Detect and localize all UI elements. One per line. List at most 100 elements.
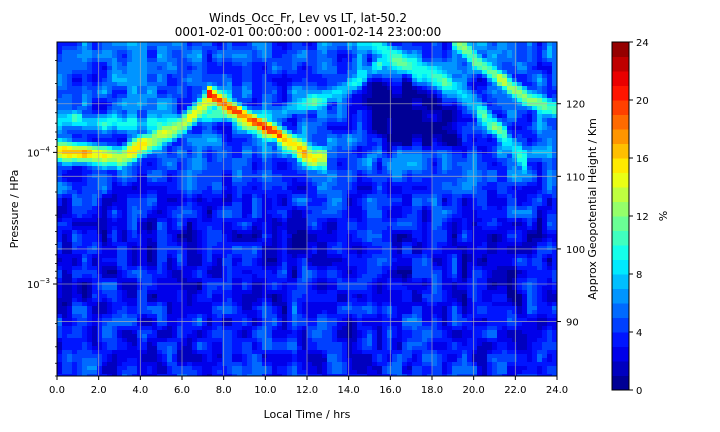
heatmap-cell [237,126,243,131]
heatmap-cell [362,218,368,223]
heatmap-cell [422,74,428,79]
heatmap-cell [432,158,438,163]
heatmap-cell [122,222,128,227]
heatmap-cell [82,54,88,59]
heatmap-cell [282,82,288,87]
heatmap-cell [137,78,143,83]
heatmap-cell [62,154,68,159]
heatmap-cell [172,178,178,183]
heatmap-cell [87,50,93,55]
heatmap-cell [552,86,557,91]
heatmap-cell [167,170,173,175]
heatmap-cell [287,74,293,79]
heatmap-cell [262,86,268,91]
heatmap-cell [197,42,203,47]
heatmap-cell [137,90,143,95]
heatmap-cell [392,46,398,51]
heatmap-cell [472,186,478,191]
heatmap-cell [457,66,463,71]
heatmap-cell [367,94,373,99]
heatmap-cell [207,202,213,207]
heatmap-cell [302,198,308,203]
heatmap-cell [262,122,268,127]
heatmap-cell [542,86,548,91]
heatmap-cell [322,146,328,151]
heatmap-cell [497,94,503,99]
heatmap-cell [467,122,473,127]
heatmap-cell [202,66,208,71]
heatmap-cell [182,122,188,127]
heatmap-cell [217,118,223,123]
heatmap-cell [287,42,293,47]
heatmap-cell [277,74,283,79]
heatmap-cell [437,238,443,243]
heatmap-cell [517,98,523,103]
heatmap-cell [157,78,163,83]
heatmap-cell [227,62,233,67]
heatmap-cell [362,58,368,63]
heatmap-cell [232,190,238,195]
heatmap-cell [457,202,463,207]
heatmap-cell [407,50,413,55]
heatmap-cell [187,142,193,147]
heatmap-cell [207,90,213,95]
heatmap-cell [382,130,388,135]
heatmap-cell [417,82,423,87]
heatmap-cell [547,74,553,79]
heatmap-cell [542,78,548,83]
heatmap-cell [242,218,248,223]
heatmap-cell [217,186,223,191]
heatmap-cell [417,238,423,243]
heatmap-cell [267,106,273,111]
heatmap-cell [162,194,168,199]
heatmap-cell [342,214,348,219]
heatmap-cell [272,70,278,75]
heatmap-cell [382,218,388,223]
heatmap-cell [77,194,83,199]
heatmap-cell [87,146,93,151]
heatmap-cell [102,138,108,143]
heatmap-cell [467,46,473,51]
heatmap-cell [407,198,413,203]
heatmap-cell [492,42,498,47]
heatmap-cell [472,90,478,95]
heatmap-cell [107,178,113,183]
heatmap-cell [102,78,108,83]
heatmap-cell [212,62,218,67]
heatmap-cell [387,94,393,99]
heatmap-cell [482,46,488,51]
heatmap-cell [307,102,313,107]
heatmap-cell [457,62,463,67]
heatmap-cell [317,198,323,203]
heatmap-cell [417,86,423,91]
heatmap-cell [67,42,73,47]
heatmap-cell [147,42,153,47]
heatmap-cell [257,66,263,71]
heatmap-cell [137,66,143,71]
heatmap-cell [357,170,363,175]
heatmap-cell [92,78,98,83]
heatmap-cell [437,234,443,239]
heatmap-cell [502,230,508,235]
heatmap-cell [297,134,303,139]
heatmap-cell [247,154,253,159]
heatmap-cell [77,218,83,223]
heatmap-cell [457,54,463,59]
heatmap-cell [92,218,98,223]
heatmap-cell [462,138,468,143]
heatmap-cell [512,110,518,115]
heatmap-cell [267,134,273,139]
heatmap-cell [352,230,358,235]
heatmap-cell [212,230,218,235]
heatmap-cell [57,46,63,51]
heatmap-cell [387,130,393,135]
heatmap-cell [482,206,488,211]
heatmap-cell [272,210,278,215]
heatmap-cell [302,142,308,147]
heatmap-cell [482,86,488,91]
heatmap-cell [192,182,198,187]
heatmap-cell [437,102,443,107]
heatmap-cell [212,58,218,63]
heatmap-cell [427,214,433,219]
heatmap-cell [527,142,533,147]
